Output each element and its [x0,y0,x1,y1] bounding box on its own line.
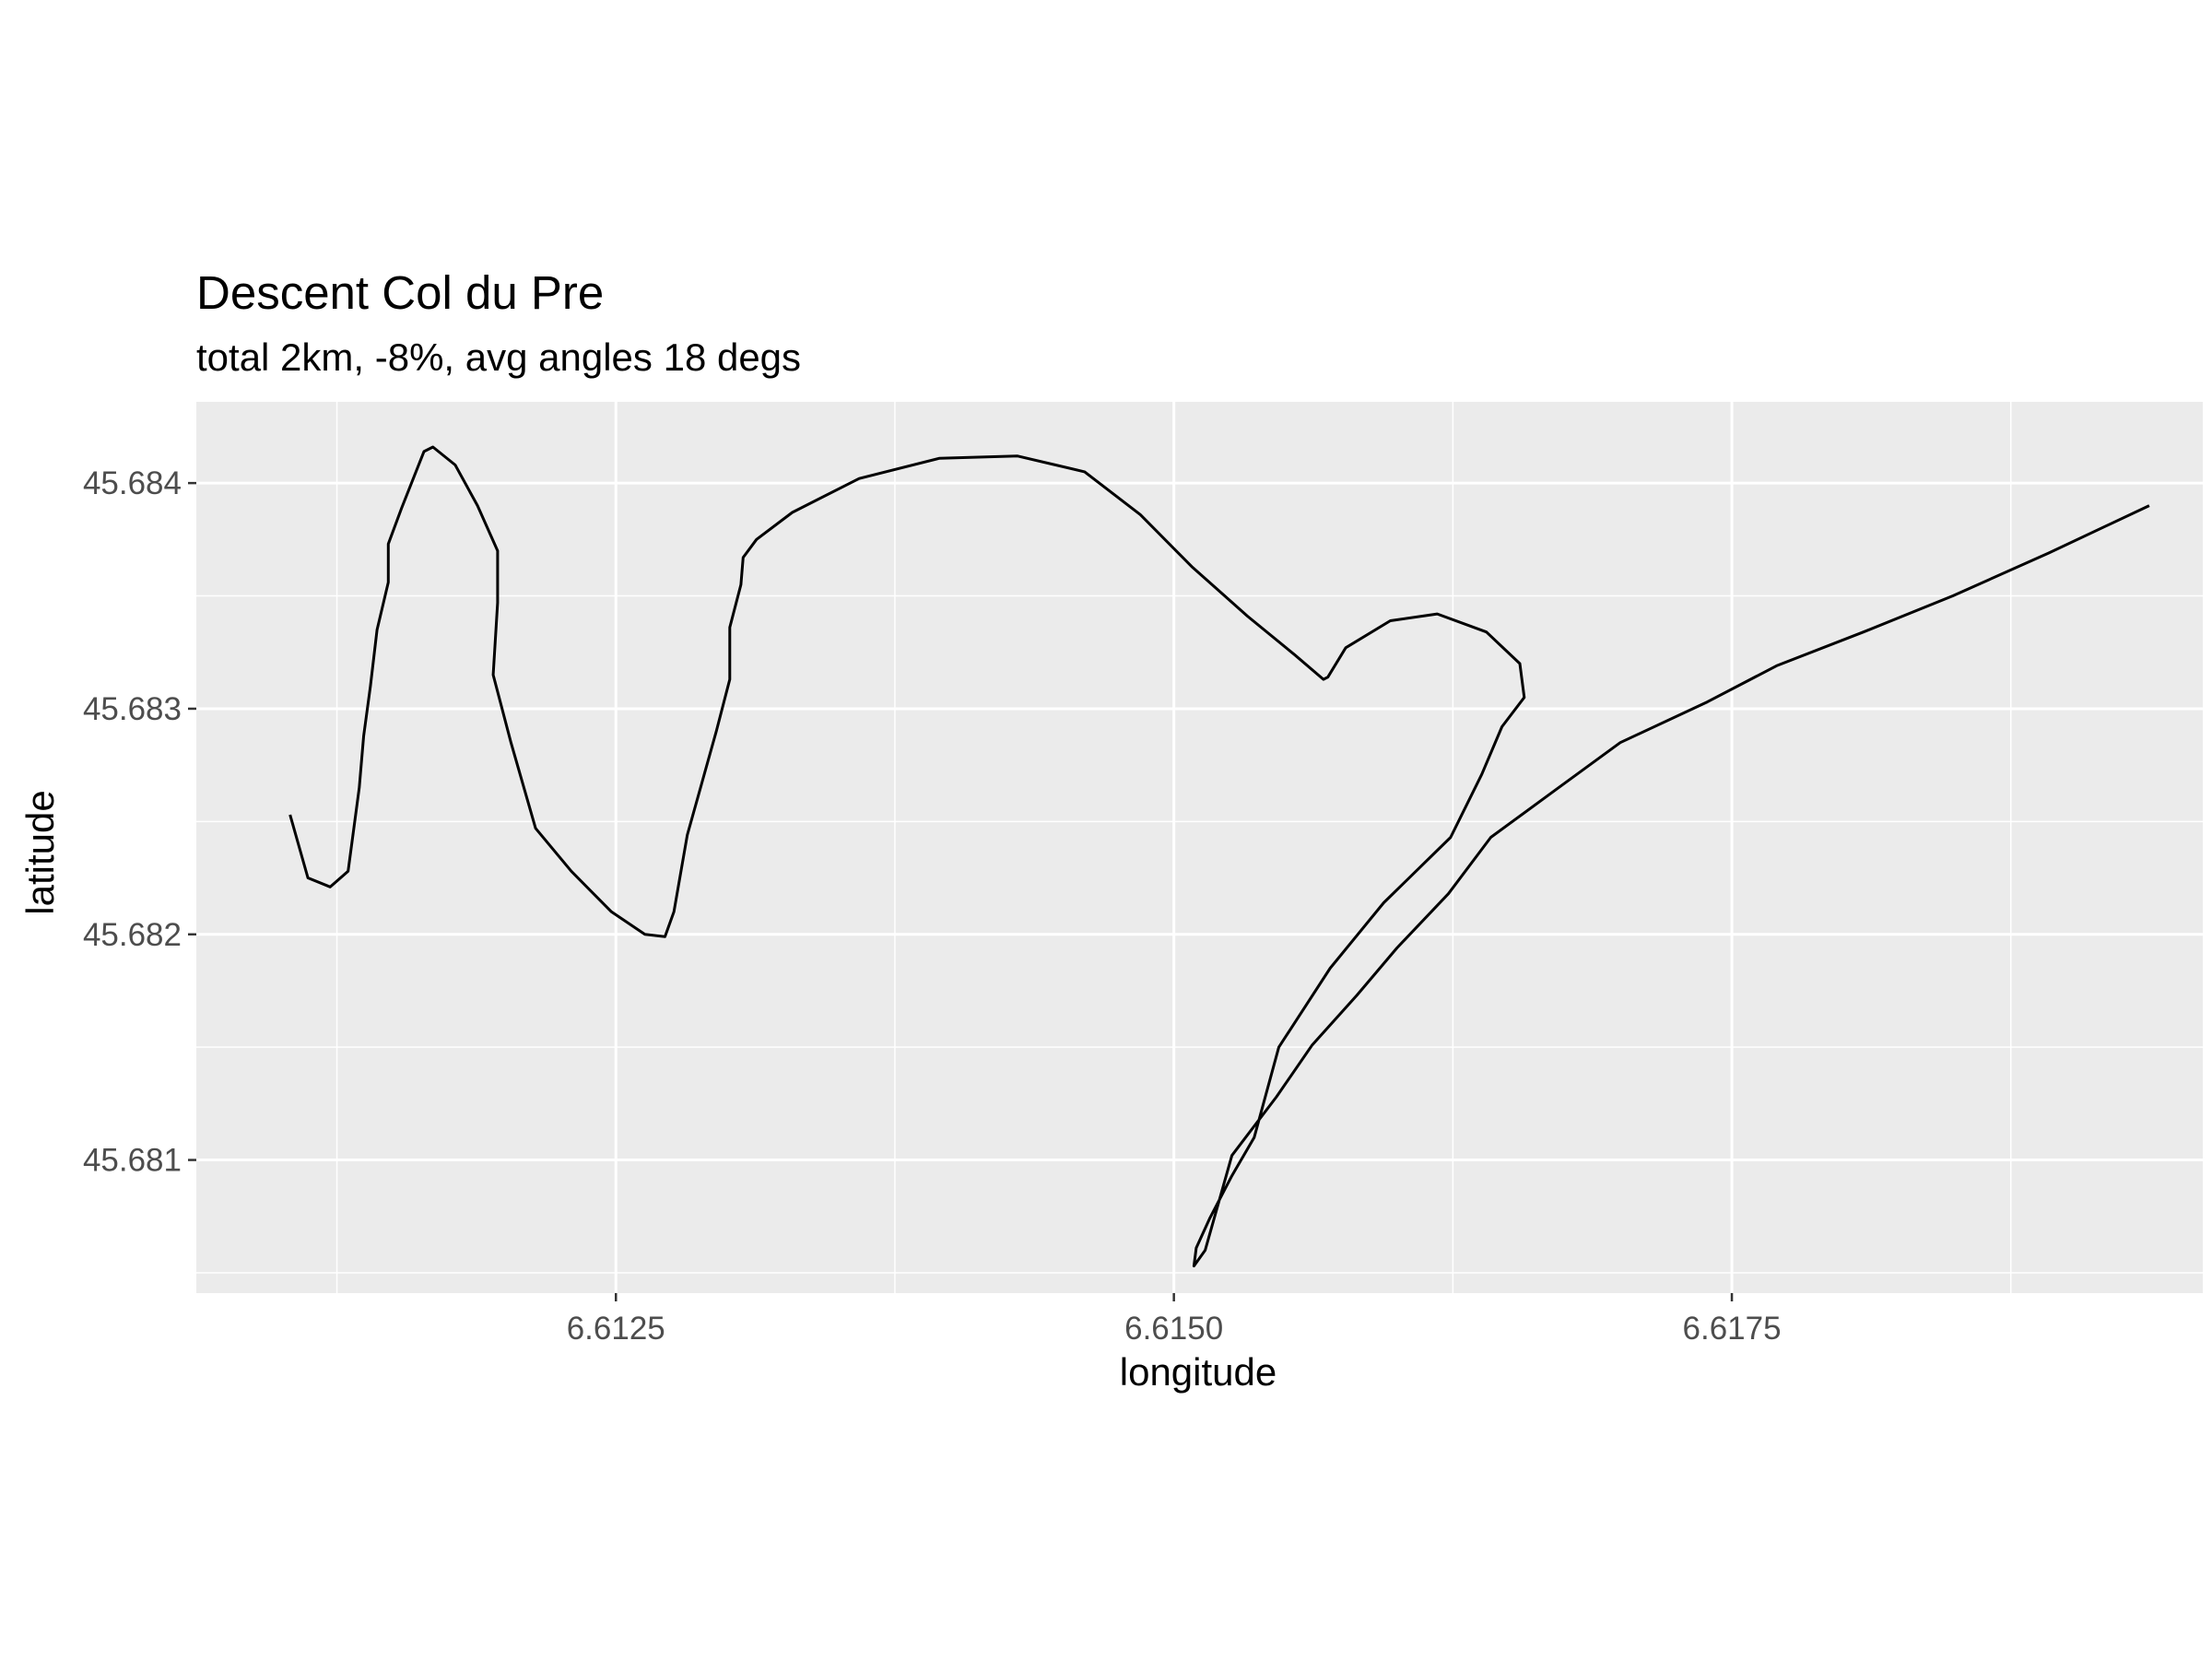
x-tick-label: 6.6175 [1683,1311,1782,1347]
y-tick-label: 45.682 [83,917,182,953]
y-tick-label: 45.683 [83,691,182,727]
chart-subtitle: total 2km, -8%, avg angles 18 degs [196,335,801,379]
plot-panel [196,402,2203,1293]
y-tick-label: 45.684 [83,465,182,501]
x-tick-label: 6.6150 [1124,1311,1223,1347]
chart-title: Descent Col du Pre [196,266,604,319]
y-axis: 45.681 45.682 45.683 45.684 [83,465,196,1179]
y-axis-title: latitude [18,790,62,914]
x-tick-label: 6.6125 [567,1311,665,1347]
x-axis: 6.6125 6.6150 6.6175 [567,1293,1782,1347]
major-gridlines [196,402,2203,1293]
x-axis-title: longitude [1120,1350,1277,1394]
series-layer [288,445,2150,1268]
minor-gridlines [196,402,2203,1293]
y-tick-label: 45.681 [83,1143,182,1179]
route-line [288,445,2150,1268]
